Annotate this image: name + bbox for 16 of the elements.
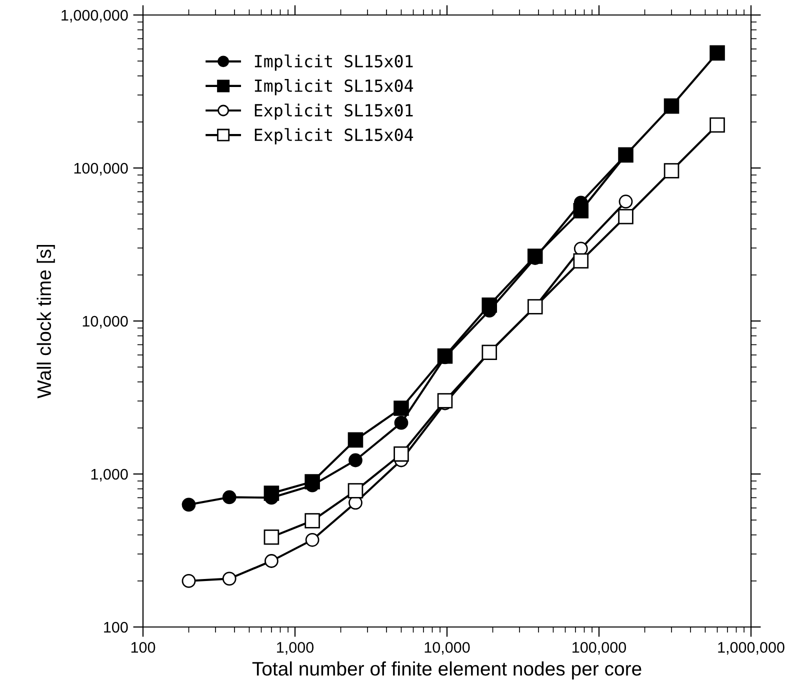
x-tick-label: 100,000 <box>572 642 626 655</box>
x-axis-title: Total number of finite element nodes per core <box>252 661 642 680</box>
x-tick-label: 10,000 <box>424 642 470 655</box>
y-tick-label: 10,000 <box>82 316 128 328</box>
x-tick-label: 1,000 <box>277 642 314 655</box>
legend-label: Implicit SL15x01 <box>254 54 413 71</box>
legend-label: Explicit SL15x01 <box>254 104 413 120</box>
legend-label: Implicit SL15x04 <box>254 79 414 96</box>
x-tick-label: 100 <box>131 642 156 653</box>
legend-label: Explicit SL15x04 <box>254 128 414 144</box>
y-tick-label: 100,000 <box>74 162 128 176</box>
y-axis-title: Wall clock time [s] <box>36 244 55 398</box>
y-tick-label: 100 <box>104 622 128 633</box>
y-tick-label: 1,000,000 <box>62 10 128 22</box>
y-tick-label: 1,000 <box>91 468 128 482</box>
x-tick-label: 1,000,000 <box>718 642 784 655</box>
